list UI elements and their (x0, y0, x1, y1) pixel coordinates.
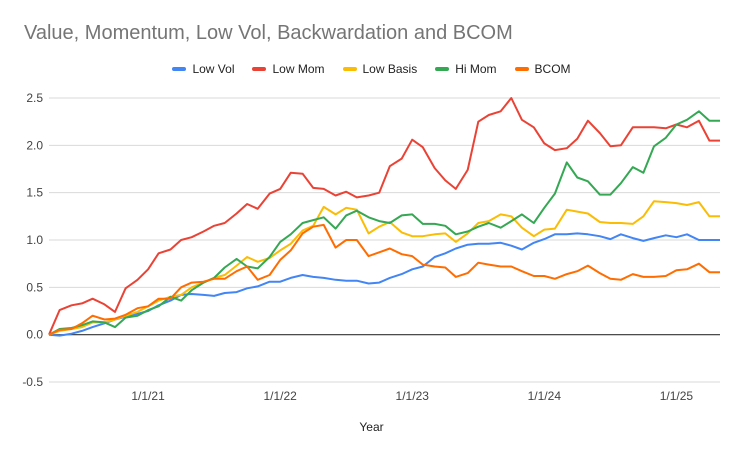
legend-swatch (435, 67, 450, 71)
y-tick-label: 0.0 (26, 328, 43, 342)
x-tick-label: 1/1/22 (263, 389, 297, 403)
legend-swatch (252, 67, 267, 71)
legend-label: Hi Mom (455, 62, 497, 76)
series-line-low-mom (48, 97, 720, 336)
legend-swatch (342, 67, 357, 71)
x-tick-label: 1/1/25 (660, 389, 694, 403)
x-axis-label: Year (359, 420, 384, 434)
legend-item: Hi Mom (435, 62, 497, 76)
legend-swatch (514, 67, 529, 71)
chart-legend: Low Vol Low Mom Low Basis Hi Mom BCOM (0, 62, 743, 76)
y-tick-label: 1.5 (26, 186, 43, 200)
x-tick-label: 1/1/21 (131, 389, 165, 403)
legend-label: Low Mom (272, 62, 325, 76)
legend-label: Low Vol (192, 62, 235, 76)
y-tick-label: 1.0 (26, 233, 43, 247)
x-tick-label: 1/1/23 (396, 389, 430, 403)
y-tick-label: 2.5 (26, 91, 43, 105)
y-tick-label: 0.5 (26, 280, 43, 294)
y-tick-label: 2.0 (26, 138, 43, 152)
legend-item: Low Mom (252, 62, 325, 76)
x-tick-label: 1/1/24 (528, 389, 562, 403)
series-line-bcom (48, 223, 720, 336)
series-line-hi-mom (48, 110, 720, 336)
legend-item: Low Vol (172, 62, 234, 76)
legend-label: Low Basis (362, 62, 418, 76)
legend-swatch (172, 67, 187, 71)
y-tick-label: -0.5 (22, 375, 43, 389)
chart-title: Value, Momentum, Low Vol, Backwardation … (24, 22, 513, 44)
legend-item: BCOM (514, 62, 571, 76)
legend-item: Low Basis (342, 62, 418, 76)
legend-label: BCOM (534, 62, 571, 76)
series-line-low-basis (48, 200, 720, 336)
series-line-low-vol (48, 232, 720, 337)
